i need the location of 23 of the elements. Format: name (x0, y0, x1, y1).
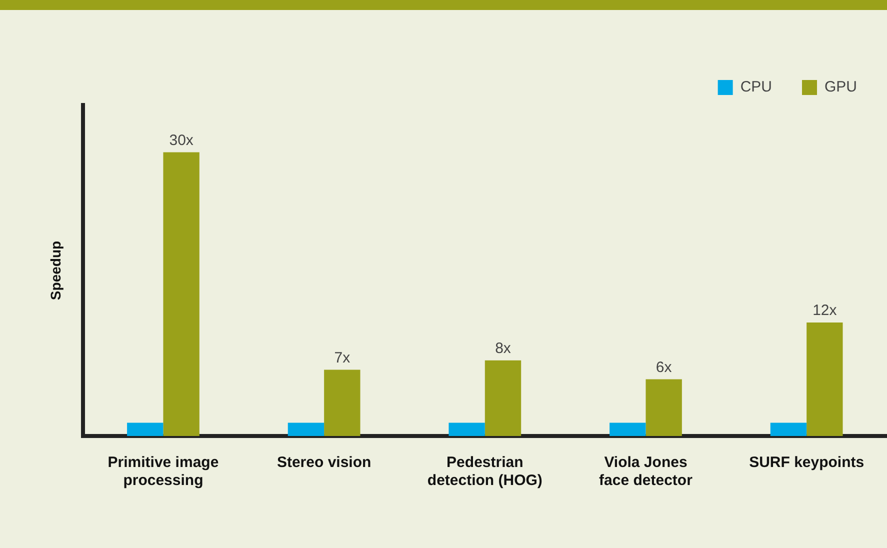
data-label: 12x (812, 302, 838, 320)
data-label: 6x (656, 358, 672, 376)
x-tick-label: Primitive image processing (108, 454, 219, 490)
bar (610, 422, 646, 436)
x-tick-label: SURF keypoints (749, 454, 864, 472)
x-tick-label: Pedestrian detection (HOG) (427, 454, 542, 490)
bar (770, 422, 807, 436)
bar (484, 360, 522, 436)
bar (288, 422, 324, 436)
bar (448, 422, 485, 436)
bar (324, 370, 360, 436)
bar (163, 152, 200, 436)
x-tick-label: Stereo vision (276, 454, 372, 472)
y-axis-title: Speedup (47, 240, 64, 300)
bar (127, 422, 164, 436)
legend-label: CPU (740, 78, 772, 96)
legend-label: GPU (824, 78, 858, 96)
bar (806, 322, 843, 436)
data-label: 7x (334, 349, 351, 366)
bar (646, 379, 682, 436)
data-label: 30x (169, 132, 194, 149)
data-label: 8x (495, 340, 512, 357)
x-tick-label: Viola Jones face detector (599, 454, 693, 490)
